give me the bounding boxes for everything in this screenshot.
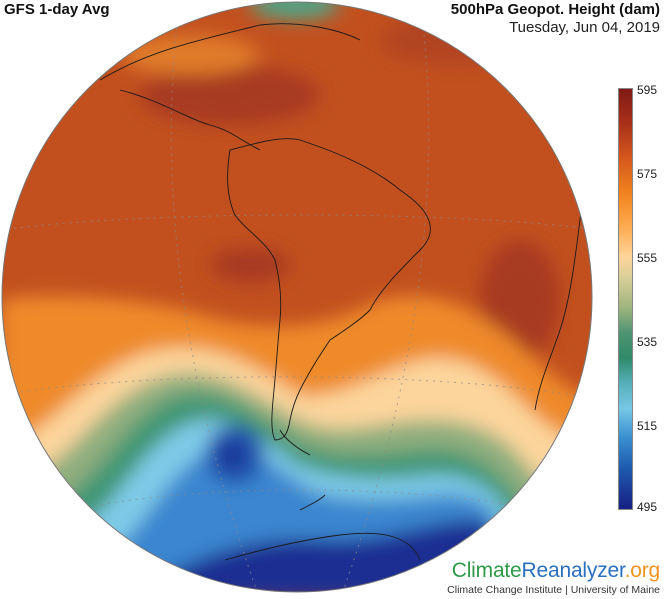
globe-map	[1, 1, 593, 593]
colorbar-tick: 495	[637, 500, 658, 514]
institution-label: Climate Change Institute | University of…	[447, 584, 660, 596]
colorbar-tick: 515	[637, 419, 658, 433]
colorbar-tick: 555	[637, 251, 658, 265]
model-title: GFS 1-day Avg	[4, 1, 110, 18]
variable-title: 500hPa Geopot. Height (dam)	[450, 1, 660, 18]
title-block: 500hPa Geopot. Height (dam) Tuesday, Jun…	[451, 1, 660, 36]
colorbar-tick: 575	[637, 167, 658, 181]
colorbar-tick: 595	[637, 83, 658, 97]
colorbar	[618, 88, 633, 510]
climate-reanalyzer-logo[interactable]: ClimateReanalyzer.org	[451, 559, 660, 582]
date-label: Tuesday, Jun 04, 2019	[509, 19, 660, 36]
colorbar-tick: 535	[637, 335, 658, 349]
branding: ClimateReanalyzer.org Climate Change Ins…	[447, 559, 660, 596]
